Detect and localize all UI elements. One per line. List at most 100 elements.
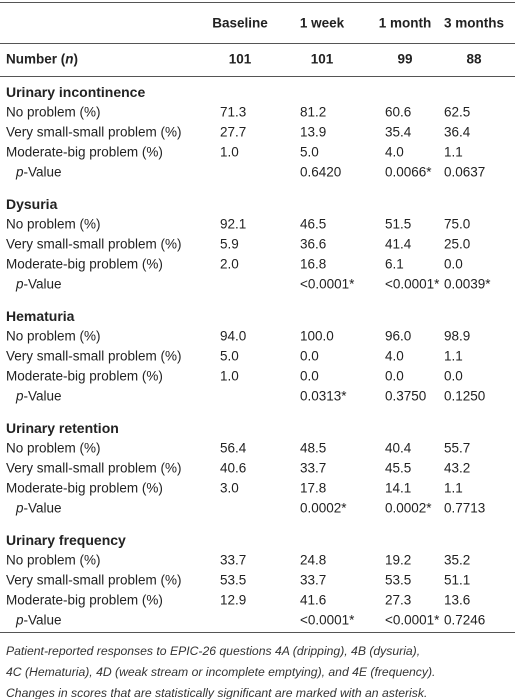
cell-value: 101	[310, 51, 334, 67]
cell-value: 33.7	[300, 460, 327, 476]
row-label: p-Value	[16, 613, 62, 627]
cell-value: 35.4	[385, 124, 412, 140]
row-label: No problem (%)	[6, 105, 101, 119]
cell-value: 1.0	[220, 368, 239, 384]
cell-value: 0.0066*	[385, 164, 432, 180]
cell-value: 0.1250	[444, 388, 486, 404]
top-rule	[0, 2, 515, 3]
cell-value: 45.5	[385, 460, 412, 476]
label-part: p	[16, 500, 24, 516]
cell-value: 60.6	[385, 104, 412, 120]
label-part: p	[16, 276, 24, 292]
cell-value: 0.0039*	[444, 276, 491, 292]
cell-value: 5.9	[220, 236, 239, 252]
cell-value: 0.0	[300, 348, 319, 364]
cell-value: 35.2	[444, 552, 471, 568]
cell-value: 0.0313*	[300, 388, 347, 404]
label-part: No problem (%)	[6, 104, 101, 120]
section-title: Dysuria	[6, 196, 58, 212]
label-part: p	[16, 612, 24, 628]
label-part: Moderate-big problem (%)	[6, 368, 163, 384]
label-part: Very small-small problem (%)	[6, 124, 182, 140]
column-header: 1 month	[378, 15, 432, 31]
cell-value: 101	[228, 51, 252, 67]
row-label: Very small-small problem (%)	[6, 573, 182, 587]
label-part: Very small-small problem (%)	[6, 460, 182, 476]
cell-value: 51.5	[385, 216, 412, 232]
cell-value: 14.1	[385, 480, 412, 496]
cell-value: 0.7246	[444, 612, 486, 628]
cell-value: 13.6	[444, 592, 471, 608]
row-label: Very small-small problem (%)	[6, 461, 182, 475]
row-label: Number (n)	[6, 52, 78, 66]
cell-value: 88	[466, 51, 482, 67]
cell-value: 56.4	[220, 440, 247, 456]
cell-value: 94.0	[220, 328, 247, 344]
cell-value: 27.3	[385, 592, 412, 608]
cell-value: 13.9	[300, 124, 327, 140]
column-header: 1 week	[299, 15, 345, 31]
row-label: Moderate-big problem (%)	[6, 369, 163, 383]
row-label: No problem (%)	[6, 329, 101, 343]
label-part: Moderate-big problem (%)	[6, 256, 163, 272]
cell-value: 27.7	[220, 124, 247, 140]
cell-value: 41.6	[300, 592, 327, 608]
cell-value: 48.5	[300, 440, 327, 456]
cell-value: 0.6420	[300, 164, 342, 180]
cell-value: 36.4	[444, 124, 471, 140]
cell-value: 51.1	[444, 572, 471, 588]
cell-value: 1.0	[220, 144, 239, 160]
cell-value: 53.5	[220, 572, 247, 588]
cell-value: 24.8	[300, 552, 327, 568]
cell-value: 25.0	[444, 236, 471, 252]
header-rule	[0, 43, 515, 44]
label-part: Very small-small problem (%)	[6, 572, 182, 588]
label-part: Very small-small problem (%)	[6, 236, 182, 252]
cell-value: <0.0001*	[300, 276, 355, 292]
section-title: Hematuria	[6, 308, 75, 324]
cell-value: 0.0002*	[300, 500, 347, 516]
row-label: p-Value	[16, 165, 62, 179]
row-label: No problem (%)	[6, 441, 101, 455]
row-label: Very small-small problem (%)	[6, 349, 182, 363]
bottom-rule	[0, 632, 515, 633]
number-rule	[0, 76, 515, 77]
label-part: -Value	[23, 612, 62, 628]
row-label: Moderate-big problem (%)	[6, 593, 163, 607]
cell-value: 33.7	[300, 572, 327, 588]
cell-value: 5.0	[300, 144, 319, 160]
label-part: Very small-small problem (%)	[6, 348, 182, 364]
footnote-line: 4C (Hematuria), 4D (weak stream or incom…	[6, 665, 436, 679]
cell-value: 0.3750	[385, 388, 427, 404]
cell-value: 98.9	[444, 328, 471, 344]
cell-value: 0.0002*	[385, 500, 432, 516]
section-title: Urinary incontinence	[6, 84, 146, 100]
row-label: Moderate-big problem (%)	[6, 481, 163, 495]
label-part: Moderate-big problem (%)	[6, 144, 163, 160]
cell-value: 16.8	[300, 256, 327, 272]
label-part: -Value	[23, 276, 62, 292]
cell-value: 12.9	[220, 592, 247, 608]
cell-value: 3.0	[220, 480, 239, 496]
row-label: p-Value	[16, 277, 62, 291]
label-part: Moderate-big problem (%)	[6, 480, 163, 496]
cell-value: 75.0	[444, 216, 471, 232]
section-title: Urinary retention	[6, 420, 119, 436]
cell-value: 0.7713	[444, 500, 486, 516]
cell-value: 46.5	[300, 216, 327, 232]
footnote-line: Changes in scores that are statistically…	[6, 686, 428, 699]
cell-value: 100.0	[300, 328, 334, 344]
row-label: Very small-small problem (%)	[6, 125, 182, 139]
label-part: p	[16, 388, 24, 404]
label-part: No problem (%)	[6, 216, 101, 232]
cell-value: 43.2	[444, 460, 471, 476]
cell-value: 40.4	[385, 440, 412, 456]
cell-value: 92.1	[220, 216, 247, 232]
cell-value: 0.0	[444, 256, 463, 272]
label-part: No problem (%)	[6, 440, 101, 456]
label-part: -Value	[23, 500, 62, 516]
column-header: 3 months	[443, 15, 505, 31]
cell-value: 55.7	[444, 440, 471, 456]
cell-value: 1.1	[444, 144, 463, 160]
